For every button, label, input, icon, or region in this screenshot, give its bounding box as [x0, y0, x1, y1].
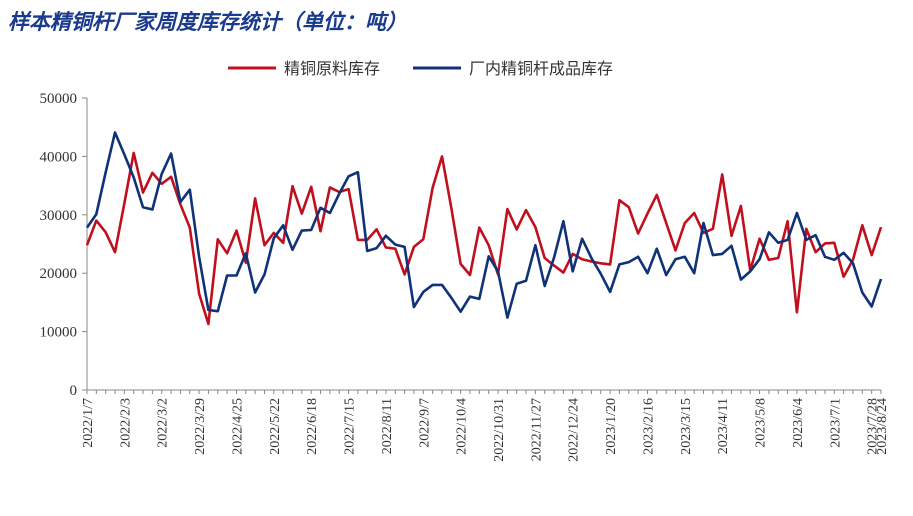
- series-line-2: [85, 131, 883, 319]
- x-tick-label: 2022/7/15: [343, 398, 358, 455]
- legend-label-1: 精铜原料库存: [284, 59, 380, 78]
- x-tick-label: 2023/1/20: [604, 398, 619, 455]
- x-tick-label: 2022/1/7: [81, 398, 96, 448]
- x-tick-label: 2022/2/3: [118, 398, 133, 448]
- x-tick-label: 2022/3/29: [193, 398, 208, 455]
- x-tick-label: 2022/12/24: [567, 398, 582, 462]
- y-tick-label: 50000: [40, 91, 78, 107]
- x-tick-label: 2023/5/8: [754, 398, 769, 448]
- x-tick-label: 2022/11/27: [529, 398, 544, 461]
- axes: [82, 97, 882, 394]
- x-tick-label: 2023/4/11: [716, 398, 731, 454]
- series-lines: [85, 131, 883, 326]
- y-tick-labels: 0 10000 20000 30000 40000 50000: [40, 91, 78, 399]
- x-tick-label: 2023/2/16: [641, 398, 656, 455]
- x-tick-label: 2022/8/11: [380, 398, 395, 454]
- legend: 精铜原料库存 厂内精铜杆成品库存: [228, 59, 613, 78]
- series-line-1: [85, 151, 883, 326]
- x-tick-labels: 2022/1/7 2022/2/3 2022/3/2 2022/3/29 2022/4/…: [81, 398, 890, 462]
- y-tick-label: 40000: [40, 149, 78, 165]
- x-tick-label: 2023/7/1: [828, 398, 843, 448]
- y-tick-label: 0: [70, 383, 78, 399]
- y-tick-label: 30000: [40, 208, 78, 224]
- chart-title: 样本精铜杆厂家周度库存统计（单位：吨）: [8, 10, 407, 34]
- y-tick-label: 20000: [40, 266, 78, 282]
- x-tick-label: 2022/5/22: [268, 398, 283, 455]
- x-tick-label: 2022/10/31: [492, 398, 507, 462]
- x-tick-label: 2022/4/25: [230, 398, 245, 455]
- x-tick-label: 2022/6/18: [305, 398, 320, 455]
- y-tick-label: 10000: [40, 325, 78, 341]
- legend-label-2: 厂内精铜杆成品库存: [469, 59, 613, 78]
- x-tick-label: 2022/10/4: [455, 398, 470, 455]
- x-tick-label: 2023/7/28: [866, 398, 881, 455]
- x-tick-label: 2022/9/7: [417, 398, 432, 448]
- x-tick-label: 2023/3/15: [679, 398, 694, 455]
- x-tick-label: 2023/8/24: [875, 398, 890, 455]
- x-tick-label: 2022/3/2: [156, 398, 171, 448]
- x-tick-label: 2023/6/4: [791, 398, 806, 448]
